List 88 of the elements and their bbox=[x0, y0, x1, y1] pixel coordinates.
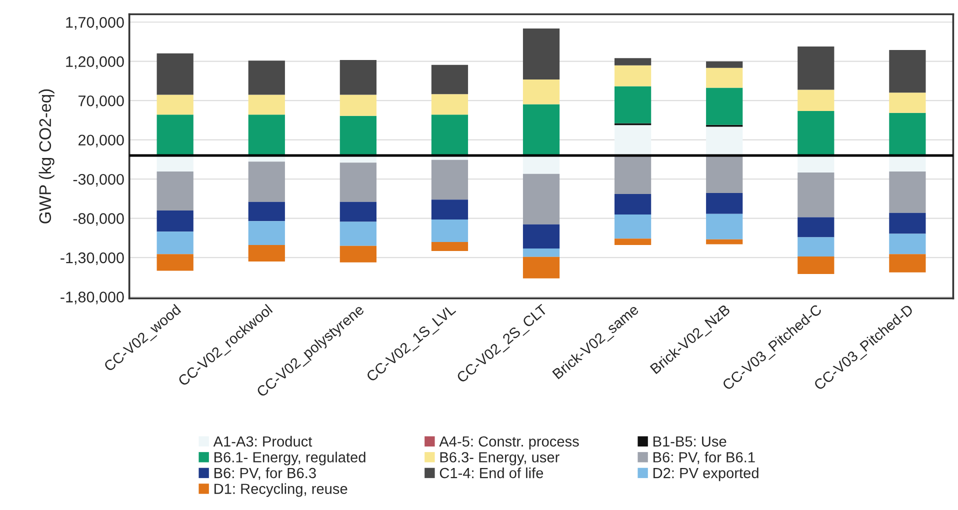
bar bbox=[431, 200, 468, 220]
bar bbox=[614, 194, 652, 214]
y-tick-label: -80,000 bbox=[73, 213, 124, 226]
bar bbox=[522, 174, 560, 224]
y-tick-label: 70,000 bbox=[78, 95, 124, 108]
bar bbox=[431, 219, 468, 242]
bar bbox=[614, 86, 652, 124]
y-tick-label: -30,000 bbox=[73, 174, 124, 187]
bar bbox=[431, 64, 468, 94]
bar bbox=[431, 114, 468, 156]
bar bbox=[522, 224, 560, 249]
bar bbox=[431, 242, 468, 251]
bar bbox=[340, 116, 376, 156]
bar bbox=[889, 112, 926, 156]
legend-label: B6.3- Energy, user bbox=[440, 452, 560, 466]
bar bbox=[889, 254, 926, 272]
legend-label: B6: PV, for B6.3 bbox=[214, 468, 316, 480]
legend-label: C1-4: End of life bbox=[440, 468, 544, 478]
bar bbox=[156, 232, 194, 254]
bar bbox=[798, 217, 834, 238]
bar bbox=[248, 114, 285, 156]
bar bbox=[431, 160, 468, 200]
bar bbox=[798, 237, 834, 257]
bar bbox=[706, 192, 743, 214]
y-axis-title: GWP (kg CO2-eq) bbox=[38, 89, 54, 224]
bar bbox=[706, 239, 743, 244]
bar bbox=[706, 126, 743, 156]
bar bbox=[340, 94, 376, 116]
bar bbox=[614, 58, 652, 66]
bar bbox=[431, 94, 468, 115]
bar bbox=[614, 156, 652, 194]
bar bbox=[706, 61, 743, 68]
bar bbox=[248, 162, 285, 202]
bar bbox=[156, 94, 194, 115]
bar bbox=[248, 94, 285, 115]
bar bbox=[889, 212, 926, 234]
bar bbox=[340, 162, 376, 202]
legend-label: B1-B5: Use bbox=[653, 436, 726, 447]
bar bbox=[889, 234, 926, 254]
legend-label: D1: Recycling, reuse bbox=[214, 483, 348, 497]
bar bbox=[798, 110, 834, 156]
bar bbox=[798, 46, 834, 90]
bar bbox=[798, 172, 834, 218]
bar bbox=[156, 114, 194, 156]
bar bbox=[340, 202, 376, 222]
bar bbox=[889, 92, 926, 113]
bar bbox=[248, 244, 285, 262]
bar bbox=[798, 156, 834, 172]
bar bbox=[706, 68, 743, 88]
bar bbox=[248, 202, 285, 222]
bar bbox=[522, 156, 560, 174]
legend-label: D2: PV exported bbox=[653, 468, 758, 482]
bar bbox=[156, 254, 194, 271]
bar bbox=[614, 238, 652, 245]
bar bbox=[798, 90, 834, 111]
bar bbox=[156, 156, 194, 172]
bar bbox=[889, 50, 926, 93]
bar bbox=[248, 221, 285, 245]
bar bbox=[522, 79, 560, 104]
y-tick-label: 20,000 bbox=[78, 134, 124, 148]
bar bbox=[614, 214, 652, 239]
y-tick-label: 1,20,000 bbox=[66, 56, 124, 69]
legend-label: B6.1- Energy, regulated bbox=[214, 452, 366, 466]
y-tick-label: -1,80,000 bbox=[60, 292, 124, 304]
y-tick-label: 1,70,000 bbox=[66, 16, 124, 30]
legend-label: A4-5: Constr. process bbox=[439, 436, 579, 450]
bar bbox=[889, 172, 926, 213]
bar bbox=[889, 156, 926, 172]
bar bbox=[522, 104, 560, 156]
bar bbox=[340, 246, 376, 262]
bar bbox=[340, 60, 376, 95]
bar bbox=[614, 125, 652, 156]
bar bbox=[156, 172, 194, 211]
legend-label: B6: PV, for B6.1 bbox=[653, 452, 755, 464]
y-tick-label: -1,30,000 bbox=[60, 252, 124, 266]
bar bbox=[706, 88, 743, 125]
bar bbox=[248, 60, 285, 95]
bar bbox=[156, 53, 194, 95]
bar bbox=[522, 256, 560, 278]
bar bbox=[522, 248, 560, 257]
bar bbox=[522, 28, 560, 80]
bar bbox=[156, 210, 194, 232]
bar bbox=[340, 222, 376, 246]
bar bbox=[706, 156, 743, 193]
bar bbox=[614, 65, 652, 86]
bar bbox=[798, 256, 834, 274]
legend-label: A1-A3: Product bbox=[213, 436, 312, 447]
bar bbox=[706, 214, 743, 240]
